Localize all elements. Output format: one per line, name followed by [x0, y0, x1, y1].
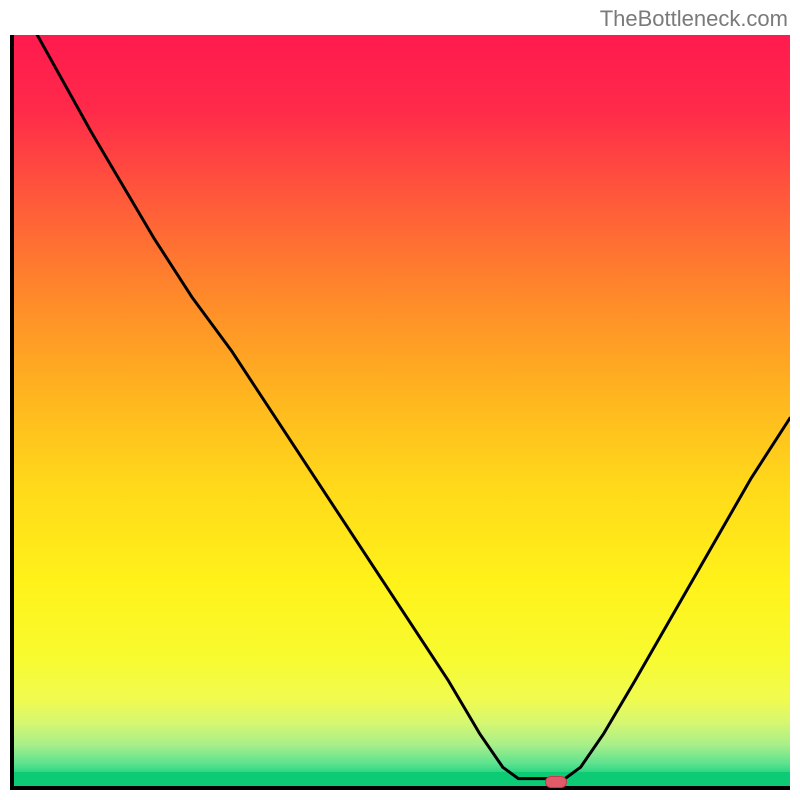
- bottleneck-curve: [14, 35, 790, 786]
- plot-area: [10, 35, 790, 790]
- optimal-marker: [545, 776, 567, 788]
- watermark-text: TheBottleneck.com: [600, 6, 788, 32]
